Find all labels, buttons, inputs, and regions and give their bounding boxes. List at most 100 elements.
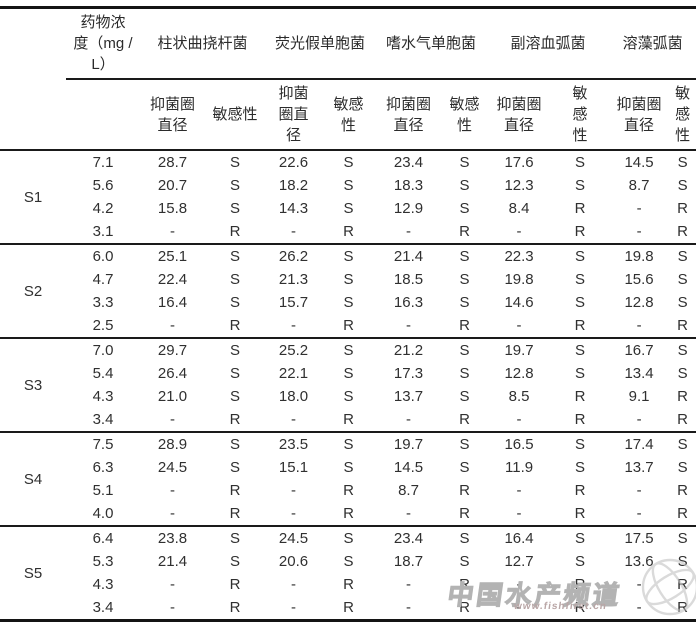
- concentration-cell: 6.3: [92, 459, 114, 476]
- concentration-cell: 7.0: [66, 337, 140, 362]
- diameter-cell: 29.7: [140, 337, 205, 362]
- diameter-cell: -: [636, 599, 642, 616]
- diameter-cell: 16.3: [393, 294, 424, 311]
- concentration-cell: 4.7: [92, 271, 114, 288]
- diameter-cell: 19.8: [504, 271, 534, 288]
- sensitivity-cell: S: [442, 149, 488, 174]
- sensitivity-cell: S: [575, 294, 586, 311]
- sensitivity-cell: R: [343, 482, 354, 499]
- sensitivity-cell: S: [551, 337, 610, 362]
- diameter-cell: 15.8: [157, 200, 188, 217]
- sensitivity-cell: R: [459, 317, 470, 334]
- diameter-cell: 14.5: [393, 459, 424, 476]
- table-row: 2.5 - R - R - R - R - R: [0, 314, 696, 338]
- sensitivity-subheader-5: 敏 感 性: [669, 79, 696, 151]
- sensitivity-cell: S: [459, 388, 470, 405]
- sensitivity-cell: R: [574, 223, 586, 240]
- table-row: 6.3 24.5 S 15.1 S 14.5 S 11.9 S 13.7 S: [0, 456, 696, 479]
- sensitivity-cell: S: [669, 149, 696, 174]
- sensitivity-cell: R: [677, 505, 688, 522]
- diameter-cell: -: [516, 482, 522, 499]
- sensitivity-cell: S: [230, 365, 241, 382]
- diameter-cell: 22.3: [487, 243, 552, 268]
- diameter-cell: -: [291, 599, 297, 616]
- sensitivity-cell: S: [677, 294, 688, 311]
- diameter-cell: 20.7: [157, 177, 188, 194]
- diameter-cell: 8.5: [508, 388, 530, 405]
- diameter-cell: -: [636, 200, 642, 217]
- table-row: S1 7.1 28.7 S 22.6 S 23.4 S 17.6 S 14.5 S: [0, 149, 696, 244]
- sensitivity-cell: S: [669, 525, 696, 550]
- concentration-cell: 5.1: [92, 482, 114, 499]
- sensitivity-subheader-3: 敏感 性: [442, 79, 488, 151]
- diameter-cell: 21.4: [375, 243, 443, 268]
- sensitivity-subheader-1: 敏感性: [205, 79, 266, 151]
- sensitivity-cell: R: [459, 411, 470, 428]
- diameter-cell: 15.1: [278, 459, 309, 476]
- diameter-cell: 21.0: [157, 388, 188, 405]
- sensitivity-subheader-2: 敏感 性: [322, 79, 376, 151]
- sample-id-cell: S3: [0, 337, 66, 432]
- sensitivity-cell: S: [230, 177, 241, 194]
- sensitivity-cell: S: [669, 243, 696, 268]
- sample-id-cell: S4: [0, 431, 66, 526]
- sensitivity-cell: S: [575, 177, 586, 194]
- sensitivity-cell: R: [574, 317, 586, 334]
- table-row: 3.3 16.4 S 15.7 S 16.3 S 14.6 S 12.8 S: [0, 291, 696, 314]
- diameter-cell: -: [170, 482, 175, 499]
- sensitivity-cell: S: [230, 388, 241, 405]
- sensitivity-cell: R: [343, 317, 354, 334]
- diameter-cell: 28.7: [140, 149, 205, 174]
- sensitivity-cell: S: [205, 243, 266, 268]
- sensitivity-cell: S: [677, 177, 688, 194]
- diameter-cell: -: [406, 317, 412, 334]
- sensitivity-cell: R: [459, 223, 470, 240]
- diameter-cell: 21.2: [375, 337, 443, 362]
- sensitivity-cell: R: [229, 505, 241, 522]
- table-row: 4.2 15.8 S 14.3 S 12.9 S 8.4 R - R: [0, 197, 696, 220]
- sample-id-cell: S5: [0, 525, 66, 621]
- sensitivity-cell: S: [442, 431, 488, 456]
- sensitivity-cell: S: [322, 149, 376, 174]
- concentration-cell: 4.3: [92, 388, 114, 405]
- sensitivity-cell: S: [575, 553, 586, 570]
- bacteria-header-1: 柱状曲挠杆菌: [140, 7, 266, 80]
- sensitivity-cell: S: [459, 177, 470, 194]
- sensitivity-cell: S: [343, 459, 354, 476]
- sensitivity-cell: S: [230, 553, 241, 570]
- table-row: 4.7 22.4 S 21.3 S 18.5 S 19.8 S 15.6 S: [0, 268, 696, 291]
- diameter-cell: 23.8: [140, 525, 205, 550]
- diameter-subheader-1: 抑菌圈 直径: [140, 79, 205, 151]
- sensitivity-cell: R: [574, 482, 586, 499]
- concentration-cell: 6.0: [66, 243, 140, 268]
- concentration-cell: 3.4: [92, 411, 114, 428]
- sample-group-S3: S3 7.0 29.7 S 25.2 S 21.2 S 19.7 S 16.7 S 5.4 26.4 S 22…: [0, 337, 696, 432]
- sensitivity-cell: S: [205, 337, 266, 362]
- sensitivity-cell: R: [229, 576, 241, 593]
- diameter-cell: -: [516, 576, 522, 593]
- diameter-cell: 19.7: [375, 431, 443, 456]
- sensitivity-cell: S: [343, 388, 354, 405]
- sensitivity-cell: S: [677, 365, 688, 382]
- sensitivity-cell: S: [343, 294, 354, 311]
- bacteria-header-4: 副溶血弧菌: [487, 7, 610, 80]
- table-row: 3.1 - R - R - R - R - R: [0, 220, 696, 244]
- sensitivity-cell: R: [229, 411, 241, 428]
- diameter-cell: -: [636, 411, 642, 428]
- sensitivity-cell: R: [677, 223, 688, 240]
- sensitivity-cell: R: [459, 482, 470, 499]
- sample-group-S1: S1 7.1 28.7 S 22.6 S 23.4 S 17.6 S 14.5 S 5.6 20.7 S 18…: [0, 149, 696, 244]
- concentration-header: 药物浓 度（mg / L）: [66, 7, 140, 80]
- sensitivity-cell: S: [322, 243, 376, 268]
- concentration-cell: 4.0: [92, 505, 114, 522]
- sensitivity-cell: S: [205, 431, 266, 456]
- sample-group-S5: S5 6.4 23.8 S 24.5 S 23.4 S 16.4 S 17.5 S 5.3 21.4 S 20…: [0, 525, 696, 621]
- diameter-cell: 11.9: [505, 459, 534, 476]
- sensitivity-cell: S: [343, 365, 354, 382]
- diameter-cell: -: [636, 317, 642, 334]
- table-row: 4.3 21.0 S 18.0 S 13.7 S 8.5 R 9.1 R: [0, 385, 696, 408]
- sensitivity-cell: R: [343, 505, 354, 522]
- sensitivity-cell: R: [229, 317, 241, 334]
- diameter-cell: 12.7: [504, 553, 534, 570]
